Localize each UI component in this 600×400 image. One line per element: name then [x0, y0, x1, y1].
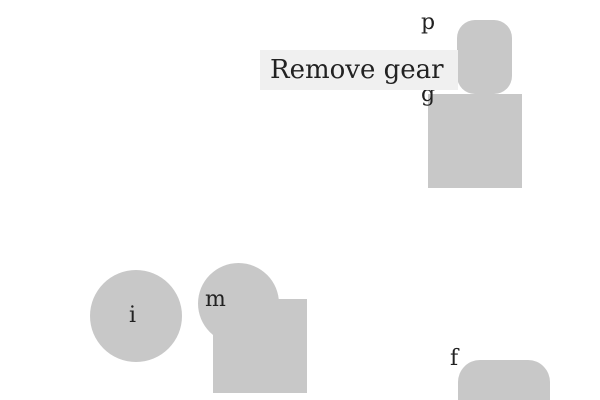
- item-f-label: f: [450, 346, 459, 371]
- item-i-label: i: [129, 303, 137, 328]
- item-m-square-shape[interactable]: [213, 299, 307, 393]
- item-m-label: m: [205, 287, 226, 312]
- remove-gear-tooltip: Remove gear: [260, 50, 458, 90]
- item-f-shape[interactable]: [458, 360, 550, 400]
- item-i-shape[interactable]: [90, 270, 182, 362]
- item-p-shape[interactable]: [457, 20, 512, 94]
- item-p-label: p: [421, 10, 436, 35]
- item-g-shape[interactable]: [428, 94, 522, 188]
